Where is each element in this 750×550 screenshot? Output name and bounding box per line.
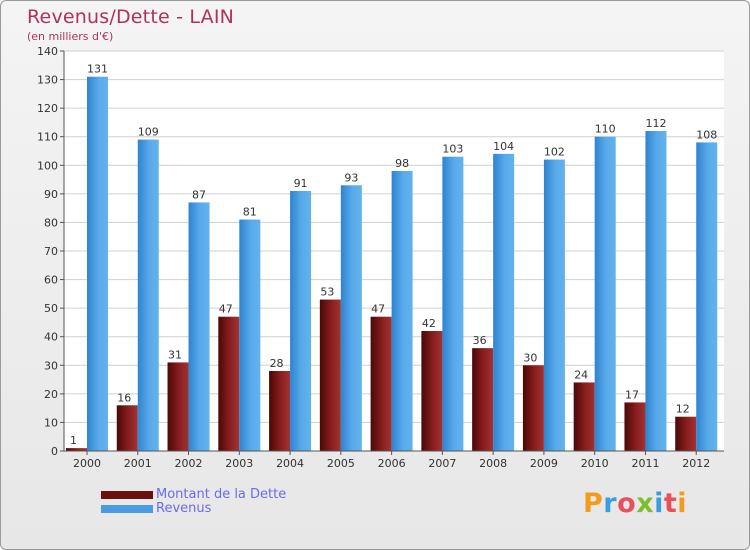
y-tick-label: 50: [44, 302, 58, 315]
bar-dette: [66, 448, 87, 451]
data-label-revenus: 87: [192, 188, 206, 201]
data-label-dette: 28: [270, 357, 284, 370]
y-tick-label: 0: [51, 445, 58, 458]
x-tick-label: 2004: [276, 457, 304, 470]
y-tick-label: 40: [44, 331, 58, 344]
data-label-dette: 24: [574, 368, 588, 381]
data-label-revenus: 109: [138, 126, 159, 139]
x-tick-label: 2001: [124, 457, 152, 470]
bar-revenus: [493, 153, 515, 451]
bar-revenus: [594, 136, 616, 451]
bar-revenus: [239, 219, 261, 451]
data-label-revenus: 91: [294, 177, 308, 190]
data-label-dette: 12: [676, 403, 690, 416]
bar-revenus: [137, 139, 159, 452]
y-tick-label: 90: [44, 188, 58, 201]
bar-revenus: [645, 131, 667, 451]
y-tick-label: 110: [37, 131, 58, 144]
y-tick-label: 30: [44, 359, 58, 372]
y-tick-label: 130: [37, 74, 58, 87]
data-label-dette: 1: [70, 434, 77, 447]
logo-letter: o: [617, 488, 637, 519]
logo-letter: r: [603, 488, 618, 519]
x-tick-label: 2012: [682, 457, 710, 470]
y-tick-label: 10: [44, 416, 58, 429]
x-tick-label: 2010: [581, 457, 609, 470]
legend-swatch-revenus: [101, 505, 153, 513]
legend-label-debt: Montant de la Dette: [156, 487, 287, 502]
data-label-revenus: 110: [595, 123, 616, 136]
logo-letter: i: [654, 488, 664, 519]
data-label-dette: 31: [168, 348, 182, 361]
y-tick-label: 120: [37, 102, 58, 115]
data-label-revenus: 108: [696, 128, 717, 141]
bar-revenus: [696, 142, 718, 451]
chart-subtitle: (en milliers d'€): [27, 30, 114, 43]
logo-letter: t: [663, 488, 678, 519]
data-label-dette: 47: [219, 303, 233, 316]
legend-label-revenus: Revenus: [156, 501, 212, 516]
x-tick-label: 2003: [225, 457, 253, 470]
x-tick-label: 2000: [73, 457, 101, 470]
bar-dette: [319, 299, 341, 451]
proxiti-logo: Proxiti: [583, 488, 687, 519]
data-label-revenus: 81: [243, 206, 257, 219]
x-tick-label: 2008: [479, 457, 507, 470]
logo-letter: i: [677, 488, 688, 519]
bar-dette: [116, 405, 138, 451]
y-tick-label: 60: [44, 274, 58, 287]
y-tick-label: 70: [44, 245, 58, 258]
data-label-revenus: 98: [395, 157, 409, 170]
x-tick-label: 2002: [175, 457, 203, 470]
x-tick-label: 2006: [378, 457, 406, 470]
bar-revenus: [290, 191, 312, 451]
bar-revenus: [188, 202, 210, 451]
bar-revenus: [442, 156, 464, 451]
x-tick-label: 2007: [428, 457, 456, 470]
bar-dette: [218, 316, 240, 451]
bar-dette: [675, 416, 697, 451]
bar-dette: [370, 316, 392, 451]
bar-dette: [624, 402, 646, 451]
data-label-revenus: 103: [442, 143, 463, 156]
bar-revenus: [87, 76, 108, 451]
data-label-dette: 47: [371, 303, 385, 316]
bar-dette: [421, 331, 443, 451]
data-label-revenus: 104: [493, 140, 514, 153]
legend-swatch-debt: [101, 491, 153, 499]
x-tick-label: 2011: [631, 457, 659, 470]
data-label-revenus: 93: [344, 171, 358, 184]
data-label-revenus: 112: [645, 117, 666, 130]
x-tick-label: 2009: [530, 457, 558, 470]
logo-letter: P: [583, 488, 604, 519]
data-label-dette: 36: [473, 334, 487, 347]
logo-letter: x: [636, 488, 655, 519]
chart-title: Revenus/Dette - LAIN: [27, 6, 235, 28]
bar-dette: [573, 382, 595, 451]
x-tick-label: 2005: [327, 457, 355, 470]
data-label-dette: 16: [117, 391, 131, 404]
bar-dette: [522, 365, 544, 451]
data-label-revenus: 131: [87, 63, 108, 76]
data-label-revenus: 102: [544, 146, 565, 159]
y-tick-label: 20: [44, 388, 58, 401]
data-label-dette: 17: [625, 388, 639, 401]
y-tick-label: 80: [44, 216, 58, 229]
y-tick-label: 100: [37, 159, 58, 172]
bar-dette: [167, 362, 189, 451]
bar-dette: [269, 371, 291, 451]
data-label-dette: 42: [422, 317, 436, 330]
y-tick-label: 140: [37, 45, 58, 58]
bar-revenus: [543, 159, 565, 452]
bar-revenus: [340, 185, 362, 452]
bar-revenus: [391, 171, 413, 451]
data-label-dette: 53: [320, 286, 334, 299]
data-label-dette: 30: [523, 351, 537, 364]
bar-dette: [472, 348, 494, 451]
